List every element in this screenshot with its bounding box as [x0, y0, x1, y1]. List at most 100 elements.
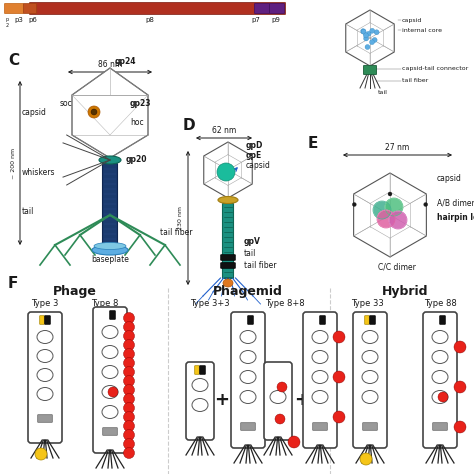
Circle shape [366, 31, 371, 36]
Circle shape [124, 393, 135, 404]
Text: Hybrid: Hybrid [382, 285, 428, 298]
FancyBboxPatch shape [195, 366, 199, 374]
Circle shape [124, 384, 135, 395]
Text: p6: p6 [28, 17, 37, 23]
FancyBboxPatch shape [200, 366, 205, 374]
FancyBboxPatch shape [363, 423, 377, 430]
Ellipse shape [102, 405, 118, 419]
Ellipse shape [362, 371, 378, 383]
Text: hoc: hoc [130, 118, 144, 127]
Ellipse shape [432, 330, 448, 344]
Text: baseplate: baseplate [91, 255, 129, 264]
FancyBboxPatch shape [433, 423, 447, 430]
Text: internal core: internal core [402, 27, 442, 33]
Ellipse shape [218, 197, 238, 203]
FancyBboxPatch shape [313, 423, 328, 430]
FancyBboxPatch shape [28, 312, 62, 443]
Ellipse shape [362, 391, 378, 403]
Circle shape [388, 192, 392, 196]
Text: C: C [8, 53, 19, 68]
Circle shape [288, 436, 300, 448]
Text: 27 nm: 27 nm [385, 143, 409, 152]
Circle shape [124, 447, 135, 458]
Text: p8: p8 [146, 17, 155, 23]
Text: p9: p9 [272, 17, 281, 23]
Text: capsid: capsid [246, 161, 271, 170]
FancyBboxPatch shape [423, 312, 457, 448]
Circle shape [35, 448, 47, 460]
Circle shape [454, 381, 466, 393]
Circle shape [124, 411, 135, 422]
Ellipse shape [432, 391, 448, 403]
FancyBboxPatch shape [365, 316, 369, 324]
Text: hairpin loop: hairpin loop [437, 213, 474, 222]
Text: gpD: gpD [246, 141, 264, 150]
Circle shape [333, 371, 345, 383]
Ellipse shape [312, 391, 328, 403]
Text: 86 nm: 86 nm [98, 60, 122, 69]
Circle shape [275, 414, 285, 424]
Circle shape [124, 330, 135, 341]
Text: Type 8: Type 8 [91, 299, 118, 308]
Circle shape [454, 421, 466, 433]
Circle shape [124, 402, 135, 413]
Ellipse shape [432, 371, 448, 383]
Text: C/C dimer: C/C dimer [378, 262, 416, 271]
Circle shape [377, 210, 395, 228]
Text: whiskers: whiskers [22, 168, 55, 177]
Text: tail: tail [378, 90, 388, 94]
Text: tail: tail [22, 207, 35, 216]
Ellipse shape [37, 330, 53, 344]
Circle shape [124, 321, 135, 332]
Ellipse shape [240, 330, 256, 344]
FancyBboxPatch shape [319, 316, 325, 324]
FancyBboxPatch shape [364, 65, 376, 74]
Text: capsid: capsid [22, 108, 47, 117]
Circle shape [370, 28, 375, 33]
Ellipse shape [192, 379, 208, 392]
Ellipse shape [312, 350, 328, 364]
Ellipse shape [102, 346, 118, 358]
Ellipse shape [312, 330, 328, 344]
Text: gpE: gpE [246, 151, 262, 160]
Text: Phagemid: Phagemid [213, 285, 283, 298]
Ellipse shape [92, 245, 128, 255]
FancyBboxPatch shape [248, 316, 253, 324]
Text: p3: p3 [15, 17, 23, 23]
Circle shape [88, 106, 100, 118]
Circle shape [360, 453, 372, 465]
Text: tail fiber: tail fiber [160, 228, 192, 237]
Circle shape [277, 382, 287, 392]
Ellipse shape [102, 365, 118, 379]
Text: Type 3+3: Type 3+3 [190, 299, 230, 308]
Text: Type 8+8: Type 8+8 [265, 299, 305, 308]
Text: 230 nm: 230 nm [179, 206, 183, 230]
FancyBboxPatch shape [440, 316, 445, 324]
Text: tail: tail [244, 249, 256, 258]
Circle shape [364, 36, 369, 41]
FancyBboxPatch shape [241, 423, 255, 430]
Ellipse shape [192, 399, 208, 411]
Text: gp24: gp24 [115, 57, 137, 66]
Text: soc: soc [60, 99, 73, 108]
Circle shape [124, 312, 135, 323]
Ellipse shape [37, 388, 53, 401]
Circle shape [124, 357, 135, 368]
FancyBboxPatch shape [24, 3, 36, 13]
Circle shape [374, 30, 379, 35]
Circle shape [385, 198, 403, 216]
FancyBboxPatch shape [353, 312, 387, 448]
FancyBboxPatch shape [303, 312, 337, 448]
Text: +: + [215, 391, 229, 409]
Text: tail fiber: tail fiber [244, 261, 276, 270]
Text: Type 88: Type 88 [424, 299, 456, 308]
Ellipse shape [240, 350, 256, 364]
Ellipse shape [432, 350, 448, 364]
Ellipse shape [99, 156, 121, 164]
Text: capsid: capsid [437, 174, 462, 183]
Polygon shape [354, 173, 427, 257]
Ellipse shape [223, 279, 233, 287]
Text: Phage: Phage [53, 285, 97, 298]
Ellipse shape [102, 385, 118, 399]
Text: A/B dimer: A/B dimer [437, 198, 474, 207]
